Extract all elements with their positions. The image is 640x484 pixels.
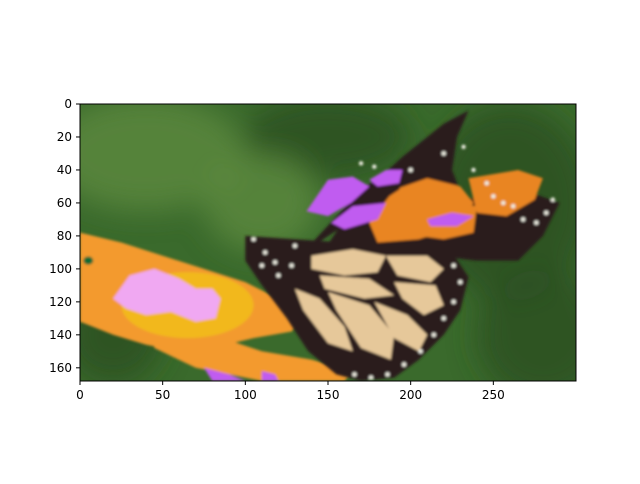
wing-white-spot — [401, 362, 407, 367]
wing-white-spot — [385, 372, 390, 377]
wing-white-spot — [484, 180, 489, 186]
wing-white-spot — [441, 151, 446, 156]
wing-white-spot — [262, 250, 268, 255]
y-tick-label: 60 — [57, 196, 72, 210]
hindwing-cream-cell — [385, 255, 444, 283]
x-tick-label: 50 — [155, 388, 170, 402]
wing-white-spot — [461, 144, 466, 150]
wing-white-spot — [491, 194, 496, 199]
y-tick-label: 0 — [64, 97, 72, 111]
hindwing-cream-cell — [328, 292, 395, 360]
wing-white-spot — [251, 237, 256, 242]
wing-white-spot — [358, 161, 364, 166]
wing-white-spot — [510, 204, 516, 209]
wing-white-spot — [276, 273, 281, 278]
hindwing-cream-cell — [374, 301, 428, 352]
hindwing-cream-cell — [394, 282, 444, 315]
wing-white-spot — [292, 243, 298, 248]
green-dot — [83, 256, 94, 265]
flower — [80, 232, 353, 381]
wing-white-spot — [451, 299, 456, 305]
y-tick-label: 20 — [57, 130, 72, 144]
wing-white-spot — [352, 372, 357, 377]
image-content — [80, 104, 576, 381]
wing-white-spot — [289, 263, 294, 268]
hindwing-cream-cell — [311, 249, 386, 276]
y-tick-label: 40 — [57, 163, 72, 177]
foliage-patch — [204, 153, 320, 253]
wing-white-spot — [431, 332, 437, 338]
wing-white-spot — [534, 220, 539, 225]
wing-white-spot — [272, 260, 278, 265]
y-tick-label: 100 — [49, 262, 72, 276]
wing-white-spot — [544, 210, 549, 216]
wing-purple-highlight — [331, 202, 386, 230]
wing-purple-highlight — [427, 212, 474, 226]
wing-white-spot — [441, 316, 446, 321]
foliage-patch — [476, 268, 576, 381]
x-tick-label: 100 — [234, 388, 257, 402]
wing-purple-highlight — [306, 176, 370, 217]
wing-white-spot — [418, 349, 423, 354]
wing-white-spot — [501, 200, 506, 206]
x-tick-label: 150 — [317, 388, 340, 402]
x-tick-label: 200 — [399, 388, 422, 402]
flower-purple-spot — [261, 371, 279, 381]
wing-white-spot — [451, 263, 456, 268]
flower-pink-highlight — [113, 268, 221, 322]
wing-white-spot — [372, 164, 377, 169]
wing-white-spot — [550, 197, 556, 202]
wing-white-spot — [471, 167, 476, 173]
wing-white-spot — [259, 263, 265, 268]
wing-white-spot — [368, 375, 374, 380]
x-axis: 0 50 100 150 200 250 — [76, 381, 505, 402]
wing-white-spot — [458, 279, 463, 285]
wing-purple-highlight — [369, 170, 403, 187]
hindwing-cream-cell — [294, 288, 353, 352]
wing-white-spot — [520, 217, 526, 222]
flower-purple-spot — [204, 367, 246, 381]
butterfly-head — [245, 239, 272, 259]
x-tick-label: 250 — [482, 388, 505, 402]
foliage-patch — [80, 104, 246, 212]
x-tick-label: 0 — [76, 388, 84, 402]
wing-white-spot — [408, 167, 413, 173]
y-tick-label: 120 — [49, 295, 72, 309]
y-tick-label: 160 — [49, 361, 72, 375]
y-tick-label: 80 — [57, 229, 72, 243]
hindwing-cream-cell — [319, 275, 395, 299]
y-tick-label: 140 — [49, 328, 72, 342]
y-axis: 0 20 40 60 80 100 120 140 160 — [49, 97, 80, 375]
butterfly — [245, 110, 560, 381]
